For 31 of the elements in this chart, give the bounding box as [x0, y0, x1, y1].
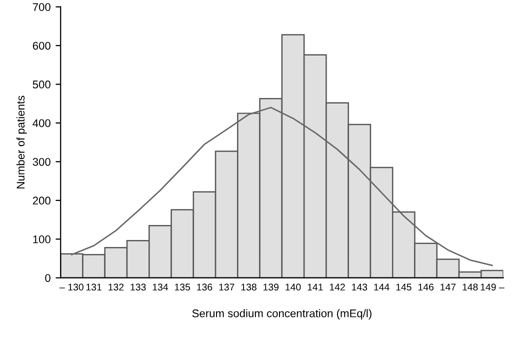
x-tick-label: 133 [130, 284, 146, 291]
x-tick-label: 131 [86, 284, 102, 291]
x-tick-label: 141 [308, 284, 323, 290]
x-tick-label: 142 [330, 284, 345, 290]
x-tick-label: 149 – [480, 284, 504, 291]
y-tick-label: 400 [32, 119, 50, 128]
x-tick-label: 138 [241, 284, 256, 291]
x-tick-label: 135 [174, 284, 190, 291]
x-tick-label: 134 [152, 284, 168, 291]
x-tick-label: 137 [219, 284, 234, 291]
x-axis-title: Serum sodium concentration (mEq/l) [192, 309, 372, 320]
y-tick-label: 200 [32, 196, 50, 205]
x-tick-label: 146 [418, 284, 434, 291]
x-tick-label: 139 [264, 284, 279, 291]
y-tick-label: 700 [32, 3, 50, 11]
y-tick-label: 0 [45, 274, 50, 282]
y-tick-label: 300 [32, 158, 50, 166]
x-tick-label: 136 [197, 284, 212, 291]
x-tick-label: 147 [440, 284, 456, 290]
x-tick-label: 140 [286, 284, 301, 291]
y-tick-label: 100 [33, 235, 50, 244]
y-axis-title: Number of patients [16, 96, 27, 188]
y-tick-label: 500 [32, 80, 50, 88]
x-tick-label: 132 [108, 284, 124, 291]
x-tick-label: 148 [462, 284, 478, 291]
x-tick-label: 143 [352, 284, 368, 291]
y-tick-label: 600 [32, 42, 50, 50]
x-tick-label: 145 [396, 284, 412, 291]
x-tick-label: 144 [374, 284, 390, 290]
x-tick-label: – 130 [60, 284, 84, 291]
line-series [70, 106, 493, 266]
